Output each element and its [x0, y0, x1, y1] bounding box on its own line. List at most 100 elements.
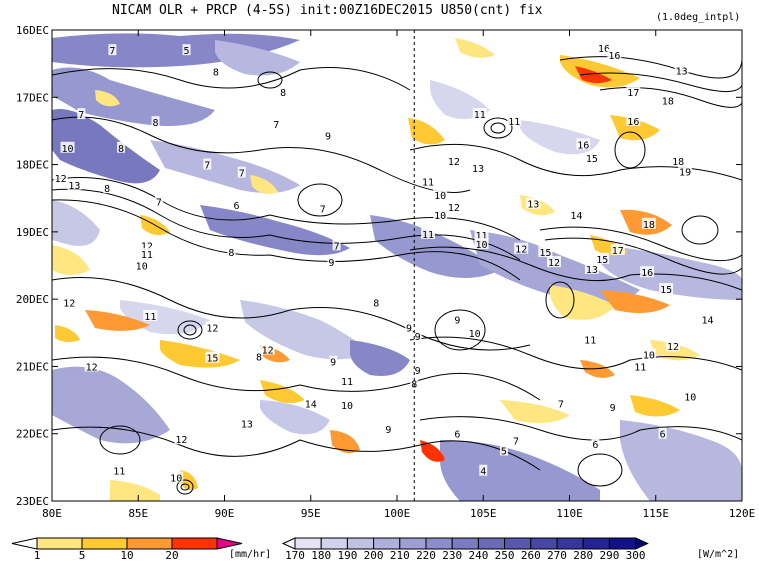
olr-bar-swatch	[530, 537, 558, 550]
contour-label: 10	[170, 473, 182, 484]
contour-label: 8	[213, 68, 219, 79]
x-tick-label: 80E	[42, 507, 62, 520]
precip-patch	[630, 395, 680, 417]
olr-legend-labels: 170 180 190 200 210 220 230 240 250 260 270 280 290 3…	[285, 549, 645, 561]
olr-legend-label: 230	[442, 549, 462, 561]
precip-patch	[420, 440, 445, 462]
contour-line	[544, 237, 742, 275]
olr-legend-label: 280	[573, 549, 593, 561]
olr-bar-swatch	[399, 537, 427, 550]
contour-label: 11	[474, 110, 486, 121]
contour-label-bg	[633, 360, 648, 372]
y-tick-label: 19DEC	[16, 226, 49, 239]
olr-bar-swatch	[294, 537, 322, 550]
contour-line	[539, 226, 742, 262]
contour-label-bg	[421, 227, 436, 239]
contour-ring	[434, 309, 486, 351]
olr-legend-label: 200	[364, 549, 384, 561]
y-axis: 16DEC 17DEC 18DEC 19DEC 20DEC 21DEC 22DEC 23DEC	[16, 24, 742, 508]
contour-label: 7	[558, 399, 564, 410]
x-tick-label: 120E	[729, 507, 756, 520]
contour-label-bg	[169, 471, 184, 483]
olr-legend-label: 250	[495, 549, 515, 561]
y-tick-label: 23DEC	[16, 495, 49, 508]
contour-label-bg	[332, 239, 341, 251]
precip-patch	[600, 290, 670, 314]
contour-label-bg	[433, 188, 448, 200]
contour-label-bg	[472, 108, 487, 120]
contour-label-bg	[339, 398, 354, 410]
olr-patch	[350, 340, 410, 376]
contour-label: 7	[334, 241, 340, 252]
contour-label: 11	[634, 362, 646, 373]
olr-bar-swatch	[504, 537, 532, 550]
precip-bar-swatch	[36, 537, 83, 550]
contour-label: 8	[118, 144, 124, 155]
contour-label-bg	[62, 296, 77, 308]
contour-label: 9	[415, 332, 421, 343]
contour-line	[52, 426, 541, 471]
contour-label-bg	[103, 182, 112, 194]
contour-label-bg	[446, 155, 461, 167]
x-tick-label: 110E	[556, 507, 583, 520]
olr-legend-label: 170	[285, 549, 305, 561]
contour-label: 12	[141, 241, 153, 252]
contour-label: 11	[422, 230, 434, 241]
contour-label-bg	[151, 116, 160, 128]
contour-label: 6	[592, 440, 598, 451]
contour-ring	[176, 479, 194, 495]
contour-label: 12	[548, 258, 560, 269]
contour-label-bg	[641, 217, 656, 229]
olr-legend-label: 240	[468, 549, 488, 561]
contour-label-bg	[583, 333, 598, 345]
contour-label-bg	[474, 229, 489, 241]
contour-label-bg	[546, 256, 561, 268]
precip-unit: [mm/hr]	[229, 549, 271, 560]
contour-label: 7	[320, 204, 326, 215]
contour-label-bg	[413, 330, 422, 342]
contour-ring	[577, 453, 623, 487]
contour-label-bg	[255, 350, 263, 362]
contour-label-bg	[453, 313, 462, 325]
contour-label: 8	[104, 184, 110, 195]
contour-label: 16	[577, 140, 589, 151]
contour-label: 10	[434, 191, 446, 202]
contour-label: 10	[136, 262, 148, 273]
contour-label: 9	[328, 258, 334, 269]
precip-bar-left-arrow	[11, 537, 38, 550]
contour-ring	[490, 122, 506, 134]
contour-label-bg	[279, 85, 288, 97]
contour-label: 15	[660, 285, 672, 296]
contour-label-bg	[205, 321, 220, 333]
contour-label: 19	[679, 167, 691, 178]
contour-label-bg	[640, 266, 655, 278]
x-tick-label: 100E	[384, 507, 411, 520]
olr-legend-label: 260	[521, 549, 541, 561]
contour-label: 12	[262, 346, 274, 357]
contour-label-bg	[433, 209, 448, 221]
precip-legend-label: 10	[120, 549, 133, 561]
contour-label-bg	[174, 433, 189, 445]
contour-label: 7	[156, 198, 162, 209]
contour-label: 5	[501, 447, 507, 458]
contour-label-bg	[595, 252, 610, 264]
olr-colorbar	[281, 537, 649, 550]
contour-label: 10	[469, 329, 481, 340]
contour-label: 7	[109, 46, 115, 57]
contour-label-bg	[626, 85, 641, 97]
contour-line	[52, 277, 531, 351]
contour-label-bg	[512, 434, 521, 446]
contour-label: 7	[273, 120, 279, 131]
contour-label: 6	[454, 430, 460, 441]
precip-patch	[550, 285, 615, 320]
x-tick-label: 115E	[643, 507, 670, 520]
contour-label: 15	[539, 248, 551, 259]
contour-label-bg	[318, 202, 327, 214]
olr-patch	[200, 205, 350, 256]
olr-patch	[620, 420, 742, 501]
contour-ring	[183, 324, 197, 336]
contour-label: 9	[610, 403, 616, 414]
contour-label: 11	[113, 467, 125, 478]
contour-label-bg	[666, 340, 680, 352]
contour-label-bg	[471, 161, 486, 173]
